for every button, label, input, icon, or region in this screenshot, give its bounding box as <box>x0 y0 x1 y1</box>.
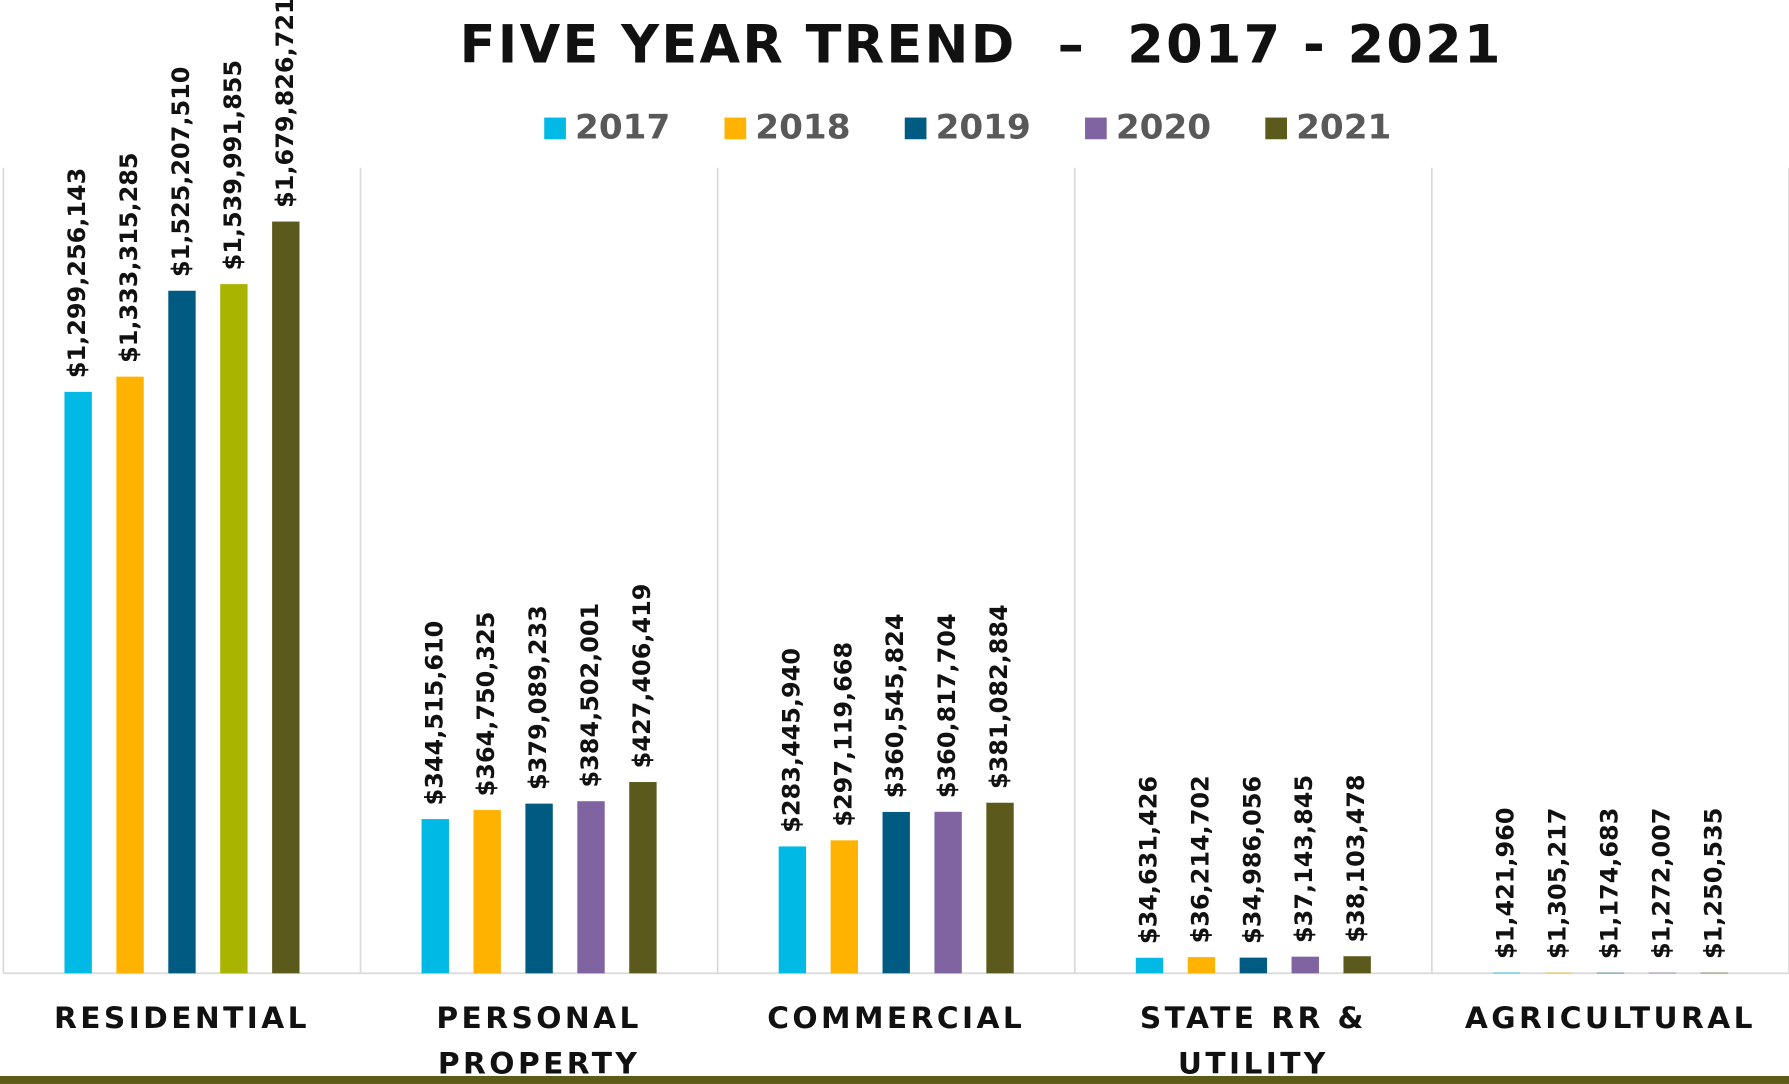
data-label: $283,445,940 <box>777 648 805 833</box>
data-label: $344,515,610 <box>420 621 448 806</box>
x-tick-label: AGRICULTURAL <box>1464 1001 1757 1037</box>
bar <box>577 801 605 974</box>
bar <box>64 391 92 974</box>
data-label: $1,539,991,855 <box>219 60 247 271</box>
data-label: $1,421,960 <box>1492 808 1520 959</box>
legend-label: 2021 <box>1296 107 1391 147</box>
data-label: $38,103,478 <box>1342 774 1370 942</box>
bar <box>116 376 144 974</box>
bar <box>882 811 910 974</box>
data-label: $1,679,826,721 <box>271 0 299 208</box>
legend-label: 2020 <box>1116 107 1211 147</box>
data-label: $1,174,683 <box>1595 808 1623 959</box>
bar <box>272 221 300 974</box>
legend-swatch <box>724 117 747 140</box>
legend-swatch <box>904 117 927 140</box>
data-label: $34,631,426 <box>1135 776 1163 944</box>
bar <box>1343 956 1371 974</box>
bar <box>629 782 657 974</box>
bar <box>1596 972 1625 974</box>
category-label-box: STATE RR & UTILITY <box>1139 1001 1367 1082</box>
legend-swatch <box>1085 117 1107 140</box>
x-tick-label: RESIDENTIAL <box>53 1001 310 1037</box>
bar <box>220 284 248 974</box>
data-label: $1,299,256,143 <box>63 168 91 379</box>
legend-label: 2019 <box>936 107 1031 147</box>
data-label: $1,305,217 <box>1544 808 1572 959</box>
data-label: $360,545,824 <box>881 613 909 798</box>
bar <box>1492 972 1521 974</box>
data-label: $37,143,845 <box>1290 775 1318 943</box>
legend-swatch <box>1265 117 1287 140</box>
bar <box>1291 956 1319 974</box>
legend-label: 2017 <box>575 107 670 147</box>
data-label: $364,750,325 <box>472 612 500 797</box>
data-label: $297,119,668 <box>829 642 857 827</box>
bar <box>1135 957 1164 974</box>
bar <box>934 811 962 974</box>
category-label-box: COMMERCIAL <box>767 1001 1026 1037</box>
footer-bar <box>0 1075 1789 1084</box>
bar <box>1187 957 1216 974</box>
chart-title: FIVE YEAR TREND – 2017 - 2021 <box>460 15 1503 76</box>
x-tick-label: COMMERCIAL <box>767 1001 1026 1037</box>
category-label-box: AGRICULTURAL <box>1464 1001 1757 1037</box>
data-label: $1,250,535 <box>1699 808 1727 959</box>
bar <box>778 846 807 974</box>
data-label: $360,817,704 <box>933 613 961 798</box>
bar <box>168 290 196 974</box>
category-label-box: PERSONAL PROPERTY <box>436 1001 642 1082</box>
data-label: $1,272,007 <box>1647 808 1675 959</box>
bar <box>1700 972 1728 974</box>
data-label: $427,406,419 <box>628 584 656 769</box>
data-label: $379,089,233 <box>524 605 552 790</box>
bar <box>1239 957 1268 974</box>
x-tick-label: STATE RR & UTILITY <box>1139 1001 1367 1082</box>
legend-swatch <box>544 117 566 140</box>
data-label: $384,502,001 <box>576 603 604 788</box>
bar <box>830 840 858 974</box>
bar <box>1544 972 1573 974</box>
bar <box>525 803 553 974</box>
data-label: $36,214,702 <box>1186 775 1214 943</box>
x-tick-label: PERSONAL PROPERTY <box>436 1001 642 1082</box>
bar <box>1648 972 1677 974</box>
data-label: $381,082,884 <box>985 604 1013 789</box>
bar <box>421 819 449 974</box>
legend-label: 2018 <box>755 107 850 147</box>
category-label-box: RESIDENTIAL <box>53 1001 310 1037</box>
data-label: $34,986,056 <box>1238 776 1266 944</box>
bar <box>986 802 1014 974</box>
data-label: $1,525,207,510 <box>167 67 195 277</box>
bar <box>473 810 501 974</box>
data-label: $1,333,315,285 <box>115 152 143 362</box>
